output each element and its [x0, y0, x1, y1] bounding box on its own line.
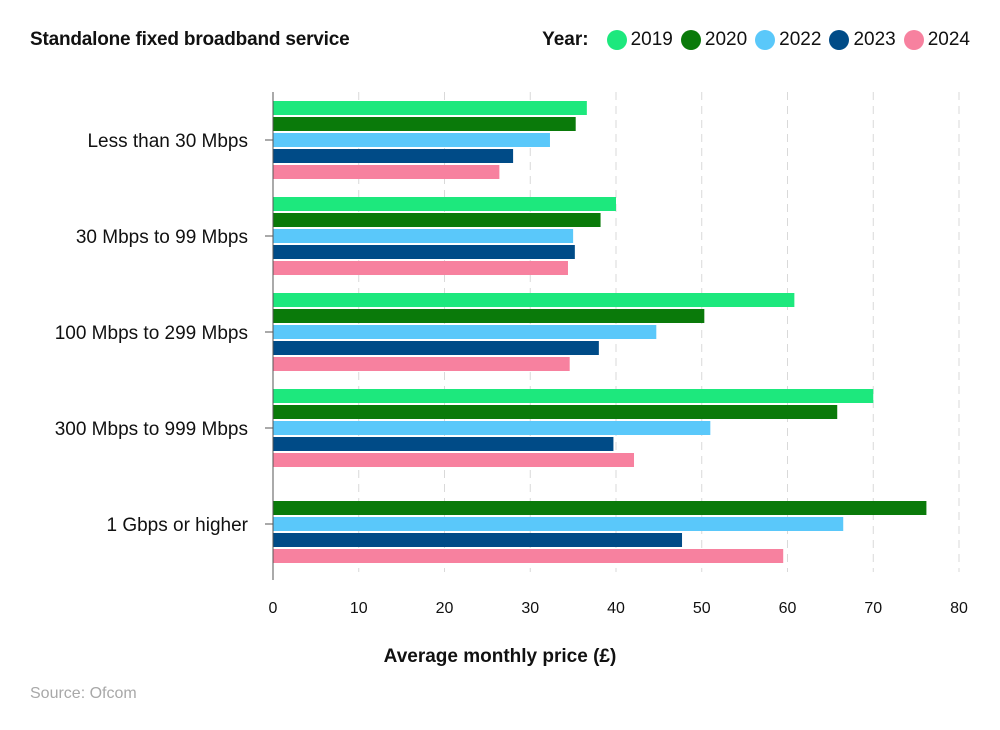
bar-2024-3: [273, 357, 570, 371]
bar-2023-4: [273, 437, 614, 451]
bar-2024-1: [273, 165, 500, 179]
x-tick-label: 70: [864, 600, 882, 617]
x-axis-title: Average monthly price (£): [384, 646, 617, 667]
bar-2020-1: [273, 117, 576, 131]
bar-2020-2: [273, 213, 601, 227]
bar-2023-5: [273, 533, 683, 547]
x-tick-label: 0: [269, 600, 278, 617]
bar-2022-5: [273, 517, 844, 531]
bar-2024-2: [273, 261, 568, 275]
legend-swatch-2020: [680, 30, 701, 50]
legend-item-2019: 2019: [606, 29, 673, 51]
bar-2019-4: [273, 389, 874, 403]
legend-item-2024: 2024: [903, 29, 970, 51]
bar-2023-3: [273, 341, 599, 355]
legend-text-2024: 2024: [927, 29, 970, 50]
bar-2022-2: [273, 229, 574, 243]
x-tick-label: 60: [779, 600, 797, 617]
bar-2019-2: [273, 197, 616, 211]
legend-text-2022: 2022: [779, 29, 822, 50]
category-label: 300 Mbps to 999 Mbps: [55, 419, 248, 440]
x-tick-label: 10: [350, 600, 368, 617]
bar-2022-4: [273, 421, 711, 435]
legend-item-2022: 2022: [755, 29, 821, 51]
x-tick-label: 40: [607, 600, 625, 617]
legend-swatch-2019: [606, 30, 627, 50]
x-tick-label: 20: [436, 600, 454, 617]
bar-2020-4: [273, 405, 838, 419]
x-tick-label: 50: [693, 600, 711, 617]
bar-2024-5: [273, 549, 784, 563]
legend-text-2023: 2023: [853, 29, 896, 50]
x-tick-label: 30: [521, 600, 539, 617]
legend-label: Year:: [542, 29, 589, 50]
axes: 0 10 20 30 40 50 60 70 80 Less than 30 Mbps 30 Mbp…: [55, 92, 968, 617]
bar-2023-1: [273, 149, 514, 163]
category-label: 30 Mbps to 99 Mbps: [76, 227, 248, 248]
bars: [273, 101, 927, 563]
category-label: Less than 30 Mbps: [87, 131, 248, 152]
bar-2024-4: [273, 453, 635, 467]
x-tick-label: 80: [950, 600, 968, 617]
bar-2019-1: [273, 101, 587, 115]
chart-title: Standalone fixed broadband service: [30, 29, 350, 50]
legend-swatch-2023: [829, 30, 850, 50]
legend-text-2019: 2019: [630, 29, 673, 50]
legend-item-2020: 2020: [680, 29, 748, 51]
bar-2020-3: [273, 309, 705, 323]
legend-swatch-2024: [903, 30, 924, 50]
bar-2022-3: [273, 325, 657, 339]
source-note: Source: Ofcom: [30, 685, 137, 702]
bar-2022-1: [273, 133, 550, 147]
bar-2023-2: [273, 245, 575, 259]
legend-text-2020: 2020: [704, 29, 748, 50]
legend-swatch-2022: [755, 30, 776, 50]
bar-2019-3: [273, 293, 795, 307]
legend-item-2023: 2023: [829, 29, 896, 51]
legend: Year: 2019 2020 2022 2023 2024: [542, 29, 970, 51]
category-label: 1 Gbps or higher: [106, 515, 248, 536]
bar-2020-5: [273, 501, 927, 515]
category-label: 100 Mbps to 299 Mbps: [55, 323, 248, 344]
